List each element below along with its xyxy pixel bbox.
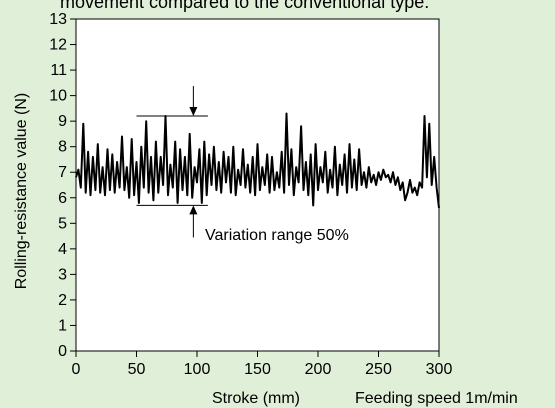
- down-arrow-head: [189, 107, 198, 117]
- y-tick-label: 11: [50, 62, 67, 79]
- y-tick-label: 0: [58, 343, 67, 360]
- y-tick-label: 6: [58, 190, 67, 207]
- y-tick-label: 3: [58, 266, 67, 283]
- x-axis-label: Stroke (mm): [212, 390, 300, 407]
- up-arrow-head: [189, 205, 198, 215]
- y-tick-label: 5: [58, 215, 67, 232]
- variation-range-annotation: [136, 86, 208, 238]
- feeding-speed-note: Feeding speed 1m/min: [355, 390, 518, 407]
- y-tick-label: 12: [49, 37, 67, 54]
- series-line: [75, 112, 440, 209]
- y-tick-label: 2: [58, 292, 67, 309]
- y-tick-label: 4: [58, 241, 67, 258]
- y-tick-label: 7: [58, 164, 67, 181]
- x-tick-label: 0: [72, 361, 81, 378]
- y-tick-label: 8: [58, 139, 67, 156]
- variation-range-label: Variation range 50%: [205, 227, 349, 244]
- x-tick-label: 300: [426, 361, 453, 378]
- x-tick-label: 250: [365, 361, 392, 378]
- plot-area: [75, 18, 440, 352]
- y-tick-label: 1: [58, 317, 67, 334]
- x-tick-label: 50: [128, 361, 146, 378]
- y-axis-label: Rolling-resistance value (N): [13, 93, 30, 290]
- x-tick-label: 100: [184, 361, 211, 378]
- caption-fragment: movement compared to the conventional ty…: [60, 0, 429, 12]
- x-tick-label: 200: [305, 361, 332, 378]
- y-tick-label: 10: [49, 88, 67, 105]
- y-tick-label: 9: [58, 113, 67, 130]
- x-axis-ticks: 0 50 100 150 200 250 300: [72, 351, 453, 378]
- x-tick-label: 150: [244, 361, 271, 378]
- y-tick-label: 13: [49, 11, 67, 28]
